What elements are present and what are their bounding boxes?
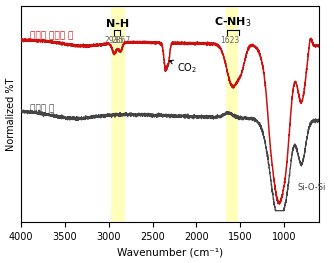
Text: CO$_2$: CO$_2$ — [169, 60, 197, 74]
Y-axis label: Normalized %T: Normalized %T — [6, 77, 16, 150]
Text: N-H: N-H — [106, 19, 129, 29]
Text: C-NH$_3$: C-NH$_3$ — [214, 15, 252, 29]
Text: Si-O-Si: Si-O-Si — [297, 183, 326, 192]
Text: 1623: 1623 — [220, 36, 239, 45]
Bar — [226, 6, 238, 222]
Text: 아민기 실리카 솔: 아민기 실리카 솔 — [30, 32, 73, 41]
Text: 2867: 2867 — [111, 36, 131, 45]
X-axis label: Wavenumber (cm⁻¹): Wavenumber (cm⁻¹) — [117, 247, 223, 257]
Text: 실리카 솔: 실리카 솔 — [30, 105, 54, 114]
Bar — [111, 6, 125, 222]
Text: 2935: 2935 — [104, 36, 124, 45]
